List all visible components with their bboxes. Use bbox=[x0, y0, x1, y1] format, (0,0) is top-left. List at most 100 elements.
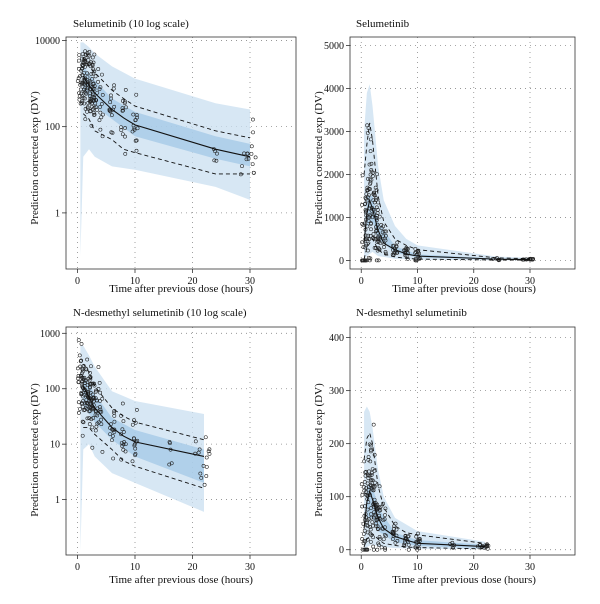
observation-point bbox=[404, 245, 409, 250]
x-tick-label: 30 bbox=[245, 562, 255, 573]
y-tick-label: 1 bbox=[55, 208, 60, 219]
x-tick-label: 20 bbox=[188, 562, 198, 573]
observation-point bbox=[416, 248, 421, 253]
observation-point bbox=[91, 381, 96, 386]
observation-point bbox=[382, 517, 387, 521]
observation-point bbox=[85, 106, 90, 111]
observation-point bbox=[368, 447, 373, 452]
observation-point bbox=[360, 547, 365, 552]
x-tick-label: 20 bbox=[469, 276, 479, 287]
observation-point bbox=[198, 471, 203, 476]
observation-point bbox=[120, 108, 125, 113]
observation-point bbox=[85, 383, 90, 387]
observation-point bbox=[167, 462, 172, 467]
observation-point bbox=[132, 442, 137, 447]
observation-point bbox=[120, 106, 125, 111]
y-tick-label: 10 bbox=[50, 440, 60, 451]
y-tick-label: 1 bbox=[55, 495, 60, 506]
observation-point bbox=[201, 464, 206, 468]
observation-point bbox=[365, 481, 370, 486]
observation-point bbox=[368, 214, 373, 219]
plot-frame bbox=[65, 326, 297, 556]
observation-point bbox=[98, 405, 102, 409]
observation-point bbox=[368, 473, 373, 478]
observation-point bbox=[89, 123, 94, 128]
observation-point bbox=[380, 230, 385, 235]
observation-point bbox=[98, 390, 103, 395]
observation-point bbox=[134, 408, 139, 412]
observation-point bbox=[87, 53, 92, 58]
observation-point bbox=[119, 441, 124, 445]
observation-point bbox=[85, 53, 90, 58]
x-tick-label: 30 bbox=[525, 562, 535, 573]
observation-point bbox=[212, 158, 217, 163]
observation-point bbox=[381, 537, 386, 542]
observation-point bbox=[95, 413, 100, 418]
observation-point bbox=[77, 91, 81, 95]
observation-point bbox=[197, 447, 202, 452]
observation-point bbox=[376, 543, 381, 548]
observation-point bbox=[85, 105, 90, 110]
observation-point bbox=[371, 232, 376, 236]
observation-point bbox=[366, 219, 371, 223]
observation-point bbox=[90, 406, 95, 411]
observation-point bbox=[371, 198, 376, 203]
observation-point bbox=[366, 476, 371, 480]
observation-point bbox=[81, 394, 86, 399]
observation-point bbox=[99, 410, 104, 414]
observation-point bbox=[85, 401, 90, 406]
observation-point bbox=[368, 459, 373, 464]
observation-point bbox=[77, 53, 82, 57]
observation-point bbox=[406, 547, 411, 552]
observation-point bbox=[377, 535, 382, 539]
observation-point bbox=[366, 455, 371, 459]
observation-point bbox=[199, 475, 204, 480]
observed-p5-line bbox=[82, 113, 250, 175]
x-tick-label: 0 bbox=[75, 276, 80, 287]
observation-point bbox=[368, 187, 372, 192]
observation-point bbox=[123, 126, 127, 130]
observation-point bbox=[377, 214, 382, 219]
observation-point bbox=[112, 419, 117, 424]
observation-point bbox=[109, 96, 113, 101]
observation-point bbox=[369, 506, 374, 510]
observation-point bbox=[377, 508, 382, 513]
plot-frame bbox=[349, 36, 576, 270]
observation-point bbox=[368, 137, 373, 142]
observation-point bbox=[251, 117, 255, 122]
observation-point bbox=[395, 240, 400, 245]
observation-point bbox=[100, 112, 105, 117]
observation-point bbox=[249, 151, 254, 156]
observation-point bbox=[85, 62, 89, 67]
observation-point bbox=[405, 257, 410, 261]
observation-point bbox=[108, 432, 113, 436]
observation-point bbox=[83, 117, 88, 122]
observation-point bbox=[96, 420, 101, 425]
observation-point bbox=[359, 482, 364, 487]
observation-point bbox=[100, 396, 105, 401]
grid bbox=[350, 37, 575, 269]
observation-point bbox=[365, 520, 370, 525]
observation-point bbox=[89, 72, 94, 76]
observation-point bbox=[365, 518, 370, 523]
observation-point bbox=[206, 449, 211, 454]
panel-1-xlabel: Time after previous dose (hours) bbox=[109, 283, 253, 295]
observation-point bbox=[79, 371, 84, 376]
panel-3-xlabel: Time after previous dose (hours) bbox=[109, 574, 253, 586]
observation-point bbox=[93, 428, 98, 433]
observation-point bbox=[93, 74, 98, 79]
observed-p5-line bbox=[363, 533, 486, 550]
observation-point bbox=[360, 222, 365, 226]
observation-point bbox=[108, 100, 113, 105]
observation-point bbox=[88, 91, 92, 96]
observation-point bbox=[207, 451, 212, 456]
observation-point bbox=[78, 101, 83, 106]
observation-point bbox=[362, 459, 367, 464]
observation-point bbox=[368, 482, 373, 487]
observation-point bbox=[364, 523, 369, 527]
observation-point bbox=[132, 126, 137, 131]
observation-point bbox=[368, 478, 373, 483]
observation-point bbox=[378, 504, 383, 509]
observation-point bbox=[371, 544, 376, 549]
observation-point bbox=[369, 512, 373, 517]
